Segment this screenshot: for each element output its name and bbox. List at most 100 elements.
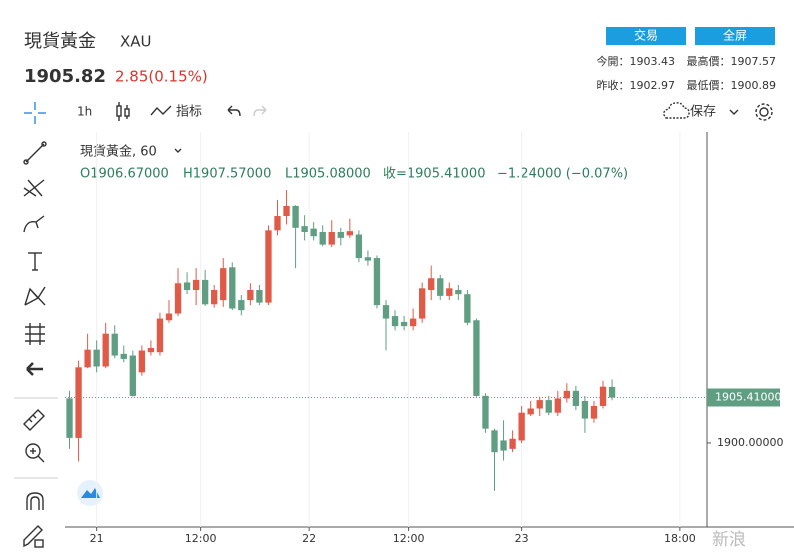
candle-body: [599, 386, 607, 406]
zoom-tool[interactable]: [25, 443, 45, 463]
interval[interactable]: 1h: [77, 105, 92, 119]
fullscreen-button-label[interactable]: 全屏: [723, 28, 747, 43]
trade-button[interactable]: [606, 27, 686, 45]
candle-body: [337, 232, 344, 238]
title: 現貨黃金: [24, 31, 96, 52]
candle-body: [274, 216, 281, 231]
candle-body: [75, 367, 82, 438]
candle-body: [301, 226, 308, 233]
trade-button-label[interactable]: 交易: [634, 28, 658, 43]
candle-body: [292, 205, 299, 228]
candle-body: [419, 288, 426, 319]
candle-body: [120, 353, 127, 359]
left-toolbar: [14, 141, 58, 548]
candle-body: [156, 318, 164, 353]
fib-tool[interactable]: [23, 179, 45, 197]
magnet-tool[interactable]: [26, 492, 44, 510]
candle-body: [220, 268, 227, 301]
candle-body: [437, 278, 444, 296]
candle-body: [346, 231, 353, 236]
candle-body: [93, 349, 100, 367]
candle-body: [174, 283, 182, 314]
stat: 最高價：1907.57: [687, 54, 777, 68]
x-tick-label: 12:00: [393, 532, 425, 545]
candle-body: [473, 320, 480, 396]
candle-body: [446, 288, 453, 296]
candle-body: [572, 390, 580, 406]
candle-body: [536, 400, 543, 409]
redo-icon[interactable]: [253, 105, 267, 117]
hide-toolbar[interactable]: [26, 362, 43, 376]
last-price-tag: [707, 388, 780, 407]
candle-body: [66, 398, 73, 438]
legend-value: L1905.08000: [285, 167, 371, 182]
candle-body: [256, 290, 263, 303]
cloud-icon[interactable]: [663, 102, 690, 119]
candle-body: [355, 234, 363, 259]
candle-body: [283, 205, 290, 217]
candle-body: [428, 278, 435, 290]
last-price-label: 1905.41000: [715, 390, 781, 403]
legend-values: O1906.67000 H1907.57000 L1905.08000 收=1905.…: [80, 167, 628, 182]
legend-value: −1.24000 (−0.07%): [497, 167, 628, 182]
candle-body: [310, 228, 317, 237]
legend-value: O1906.67000: [80, 167, 169, 182]
x-tick-label: 21: [90, 532, 104, 545]
candle-body: [409, 318, 417, 327]
candle-body: [247, 290, 254, 301]
candle-body: [527, 408, 534, 415]
candle-body: [183, 282, 191, 290]
save-menu-icon[interactable]: [729, 109, 739, 115]
text-tool[interactable]: [28, 252, 42, 271]
candle-body: [391, 316, 399, 327]
candle-body: [464, 294, 471, 323]
change: 2.85(0.15%): [115, 68, 208, 86]
x-tick-label: 12:00: [185, 532, 217, 545]
measure-tool[interactable]: [25, 323, 45, 345]
save[interactable]: 保存: [690, 105, 716, 120]
x-tick-label: 18:00: [664, 532, 696, 545]
candle-body: [129, 355, 136, 396]
candle-body: [509, 438, 516, 449]
ruler-tool[interactable]: [23, 409, 45, 431]
candle-body: [400, 321, 408, 327]
candle-body: [545, 400, 552, 413]
trend-line-tool[interactable]: [23, 141, 47, 165]
legend-value: 收=1905.41000: [383, 167, 485, 182]
crosshair-icon[interactable]: [24, 102, 46, 124]
candle-body: [563, 390, 571, 399]
candle-body: [518, 412, 525, 441]
lock-draw-tool[interactable]: [23, 525, 44, 548]
watermark: 新浪: [712, 530, 746, 550]
price: 1905.82: [24, 66, 106, 87]
settings-icon-ring[interactable]: [755, 103, 773, 121]
indicator-icon[interactable]: [150, 105, 172, 116]
candle-body: [500, 440, 507, 451]
candle-body: [265, 230, 272, 303]
legend-value: H1907.57000: [183, 167, 271, 182]
legend-chevron[interactable]: [174, 148, 182, 153]
indicators[interactable]: 指标: [176, 105, 202, 120]
candle-body: [581, 400, 589, 419]
candle-body: [84, 349, 91, 368]
candle-body: [328, 232, 335, 245]
undo-icon[interactable]: [227, 105, 241, 117]
candle-body: [147, 347, 155, 353]
candle-body: [382, 305, 390, 319]
candle-body: [138, 350, 146, 373]
candle-body: [102, 333, 109, 367]
symbol: XAU: [120, 33, 152, 51]
settings-icon[interactable]: [759, 107, 769, 117]
candle-type-icon[interactable]: [116, 102, 130, 121]
legend-title: 現貨黃金, 60: [80, 144, 157, 160]
brush-tool[interactable]: [23, 215, 45, 233]
stat: 最低價：1900.89: [687, 78, 777, 92]
candle-body: [491, 430, 498, 453]
plot: 21 12:00 22 12:00 23 18:00 1900.00000 1905.4100…: [65, 132, 783, 545]
fullscreen-button[interactable]: [695, 27, 775, 45]
logo-mark: [81, 488, 100, 498]
candle-body: [111, 333, 118, 356]
pattern-tool[interactable]: [24, 286, 46, 306]
